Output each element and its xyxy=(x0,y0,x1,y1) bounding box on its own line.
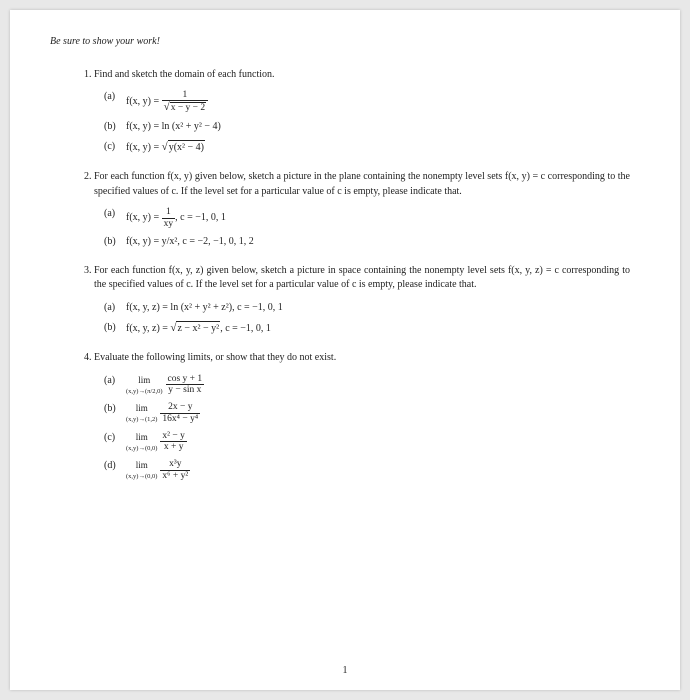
problem-3: For each function f(x, y, z) given below… xyxy=(94,264,630,337)
q4a-expr: lim(x,y)→(π/2,0) cos y + 1y − sin x xyxy=(126,374,204,396)
q4d-sub: (x,y)→(0,0) xyxy=(126,472,157,481)
q1-prompt: Find and sketch the domain of each funct… xyxy=(94,69,275,80)
sub-label: (c) xyxy=(104,431,126,453)
q3a-expr: f(x, y, z) = ln (x² + y² + z²), c = −1, … xyxy=(126,301,283,316)
q4c: (c) lim(x,y)→(0,0) x² − yx + y xyxy=(104,431,630,453)
lim-label: lim xyxy=(126,459,157,472)
sub-label: (c) xyxy=(104,140,126,156)
q4d: (d) lim(x,y)→(0,0) x³yx⁶ + y² xyxy=(104,459,630,481)
q3a: (a) f(x, y, z) = ln (x² + y² + z²), c = … xyxy=(104,301,630,316)
problem-2: For each function f(x, y) given below, s… xyxy=(94,170,630,249)
q1b: (b) f(x, y) = ln (x² + y² − 4) xyxy=(104,120,630,135)
lim-label: lim xyxy=(126,374,163,387)
q2-prompt: For each function f(x, y) given below, s… xyxy=(94,171,630,197)
document-page: Be sure to show your work! Find and sket… xyxy=(10,10,680,690)
q4a-num: cos y + 1 xyxy=(166,374,205,384)
q1-subitems: (a) f(x, y) = 1 x − y − 2 (b) f(x, y) = l… xyxy=(94,90,630,156)
q1a-lhs: f(x, y) = xyxy=(126,96,162,107)
q3b-rad: z − x² − y² xyxy=(176,321,220,337)
q3b: (b) f(x, y, z) = z − x² − y², c = −1, 0,… xyxy=(104,321,630,337)
sub-label: (b) xyxy=(104,402,126,424)
q4d-expr: lim(x,y)→(0,0) x³yx⁶ + y² xyxy=(126,459,190,481)
q1c-lhs: f(x, y) = xyxy=(126,142,162,153)
q4a-sub: (x,y)→(π/2,0) xyxy=(126,387,163,396)
q2-subitems: (a) f(x, y) = 1xy, c = −1, 0, 1 (b) f(x,… xyxy=(94,207,630,249)
page-number: 1 xyxy=(343,664,348,679)
q2b-expr: f(x, y) = y/x², c = −2, −1, 0, 1, 2 xyxy=(126,235,254,250)
q1c-expr: f(x, y) = y(x² − 4) xyxy=(126,140,205,156)
problem-4: Evaluate the following limits, or show t… xyxy=(94,351,630,481)
sub-label: (b) xyxy=(104,321,126,337)
q4d-den: x⁶ + y² xyxy=(160,470,190,481)
q4b-den: 16x⁴ − y⁴ xyxy=(160,413,200,424)
q3b-c: , c = −1, 0, 1 xyxy=(220,323,271,334)
q2a-den: xy xyxy=(162,218,176,229)
sub-label: (a) xyxy=(104,90,126,114)
q2a-lhs: f(x, y) = xyxy=(126,213,162,224)
q2a-expr: f(x, y) = 1xy, c = −1, 0, 1 xyxy=(126,207,226,229)
q4b-expr: lim(x,y)→(1,2) 2x − y16x⁴ − y⁴ xyxy=(126,402,200,424)
q1b-expr: f(x, y) = ln (x² + y² − 4) xyxy=(126,120,221,135)
q4c-sub: (x,y)→(0,0) xyxy=(126,444,157,453)
q2a-num: 1 xyxy=(162,207,176,217)
q4a-den: y − sin x xyxy=(166,384,205,395)
lim-label: lim xyxy=(126,431,157,444)
q4c-num: x² − y xyxy=(160,431,186,441)
q4d-num: x³y xyxy=(160,459,190,469)
q2a: (a) f(x, y) = 1xy, c = −1, 0, 1 xyxy=(104,207,630,229)
problem-list: Find and sketch the domain of each funct… xyxy=(80,68,630,482)
sub-label: (b) xyxy=(104,120,126,135)
sub-label: (a) xyxy=(104,374,126,396)
q1a-den-rad: x − y − 2 xyxy=(170,102,206,113)
q4c-den: x + y xyxy=(160,441,186,452)
q4-prompt: Evaluate the following limits, or show t… xyxy=(94,352,336,363)
q4a: (a) lim(x,y)→(π/2,0) cos y + 1y − sin x xyxy=(104,374,630,396)
q3-subitems: (a) f(x, y, z) = ln (x² + y² + z²), c = … xyxy=(94,301,630,337)
q3-prompt: For each function f(x, y, z) given below… xyxy=(94,265,630,291)
q1a-num: 1 xyxy=(162,90,209,100)
q3b-lhs: f(x, y, z) = xyxy=(126,323,170,334)
sub-label: (a) xyxy=(104,207,126,229)
sub-label: (d) xyxy=(104,459,126,481)
q4b-sub: (x,y)→(1,2) xyxy=(126,415,157,424)
q1c-rad: y(x² − 4) xyxy=(168,140,205,156)
q4b: (b) lim(x,y)→(1,2) 2x − y16x⁴ − y⁴ xyxy=(104,402,630,424)
problem-1: Find and sketch the domain of each funct… xyxy=(94,68,630,157)
sub-label: (b) xyxy=(104,235,126,250)
q2b: (b) f(x, y) = y/x², c = −2, −1, 0, 1, 2 xyxy=(104,235,630,250)
q4c-expr: lim(x,y)→(0,0) x² − yx + y xyxy=(126,431,187,453)
q1a: (a) f(x, y) = 1 x − y − 2 xyxy=(104,90,630,114)
q2a-c: , c = −1, 0, 1 xyxy=(175,213,226,224)
sub-label: (a) xyxy=(104,301,126,316)
lim-label: lim xyxy=(126,402,157,415)
q1a-expr: f(x, y) = 1 x − y − 2 xyxy=(126,90,208,114)
q4b-num: 2x − y xyxy=(160,402,200,412)
q4-subitems: (a) lim(x,y)→(π/2,0) cos y + 1y − sin x … xyxy=(94,374,630,482)
q3b-expr: f(x, y, z) = z − x² − y², c = −1, 0, 1 xyxy=(126,321,271,337)
instruction: Be sure to show your work! xyxy=(50,35,630,50)
q1c: (c) f(x, y) = y(x² − 4) xyxy=(104,140,630,156)
